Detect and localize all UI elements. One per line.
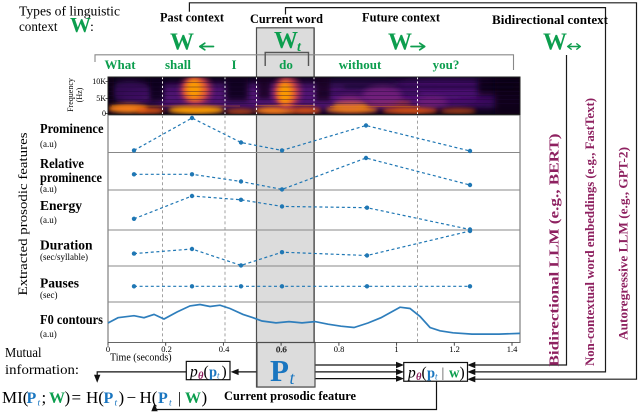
svg-text:t: t: [435, 372, 438, 382]
svg-text:Prominence: Prominence: [40, 121, 104, 136]
svg-text:0.2: 0.2: [161, 344, 172, 354]
svg-text:|: |: [442, 366, 445, 381]
svg-text:1.2: 1.2: [449, 344, 460, 354]
svg-text:p: p: [189, 364, 198, 381]
svg-text:(a.u): (a.u): [40, 184, 57, 194]
svg-text:What: What: [104, 57, 136, 72]
svg-text:Types of linguistic: Types of linguistic: [19, 5, 120, 20]
svg-text:Current word: Current word: [250, 11, 324, 26]
svg-text:F0 contours: F0 contours: [40, 312, 103, 327]
svg-text:1.4: 1.4: [507, 344, 518, 354]
svg-text:prominence: prominence: [40, 170, 102, 185]
svg-text:Relative: Relative: [40, 156, 84, 171]
svg-text:Current prosodic feature: Current prosodic feature: [224, 388, 356, 403]
svg-text:): ): [119, 388, 125, 407]
svg-text:Mutual: Mutual: [5, 346, 42, 361]
svg-text:W: W: [274, 28, 298, 54]
svg-text:t: t: [115, 399, 118, 409]
svg-text:;: ;: [42, 388, 47, 407]
svg-text:|: |: [178, 390, 181, 407]
svg-text:0.8: 0.8: [334, 344, 345, 354]
svg-text:P: P: [104, 390, 114, 407]
svg-text:Bidirectional context: Bidirectional context: [492, 12, 609, 27]
svg-text:p: p: [427, 366, 435, 382]
svg-text:): ): [65, 388, 71, 407]
svg-text:0.6: 0.6: [276, 345, 287, 355]
svg-text:t: t: [169, 399, 172, 409]
svg-text:information:: information:: [5, 363, 79, 378]
svg-text:p: p: [407, 365, 416, 382]
svg-text:Extracted prosodic features: Extracted prosodic features: [16, 132, 30, 295]
svg-text:shall: shall: [165, 57, 191, 72]
svg-text:(a.u): (a.u): [40, 139, 57, 149]
svg-text:W: W: [70, 13, 91, 37]
svg-text:Frequency: Frequency: [66, 78, 75, 112]
svg-text:Bidirectional LLM (e.g., BERT): Bidirectional LLM (e.g., BERT): [548, 133, 563, 366]
svg-text:(sec/syllable): (sec/syllable): [40, 252, 88, 262]
svg-text::: :: [90, 20, 94, 35]
svg-text:Pauses: Pauses: [40, 276, 79, 291]
svg-text:0.4: 0.4: [219, 344, 230, 354]
svg-text:): ): [202, 388, 208, 407]
svg-text:H(: H(: [140, 388, 158, 407]
svg-text:W: W: [170, 30, 194, 56]
svg-text:W: W: [543, 30, 567, 56]
svg-text:10K: 10K: [92, 77, 106, 86]
svg-text:0.6: 0.6: [276, 344, 287, 354]
svg-text:H(: H(: [86, 388, 104, 407]
svg-text:(: (: [204, 364, 209, 381]
svg-text:P: P: [270, 353, 289, 388]
svg-text:t: t: [297, 40, 302, 55]
svg-text:I: I: [231, 57, 236, 72]
svg-text:Past context: Past context: [160, 10, 225, 25]
svg-text:=: =: [72, 388, 82, 407]
svg-text:P: P: [27, 390, 37, 407]
svg-text:): ): [460, 365, 465, 382]
svg-text:−: −: [127, 388, 137, 407]
svg-text:(a.u): (a.u): [40, 215, 57, 225]
svg-text:): ): [222, 364, 227, 381]
svg-text:MI(: MI(: [2, 388, 29, 407]
svg-text:Time (seconds): Time (seconds): [110, 353, 172, 364]
svg-text:θ: θ: [198, 371, 204, 382]
svg-text:without: without: [339, 57, 382, 72]
svg-text:p: p: [209, 365, 217, 381]
svg-text:Future context: Future context: [362, 10, 441, 25]
svg-text:0: 0: [102, 109, 106, 118]
svg-text:Energy: Energy: [40, 198, 82, 213]
svg-text:w: w: [449, 366, 460, 382]
svg-text:0: 0: [106, 344, 110, 354]
svg-text:θ: θ: [416, 372, 422, 383]
svg-text:W: W: [49, 390, 65, 407]
svg-text:do: do: [279, 57, 293, 72]
svg-text:t: t: [38, 399, 41, 409]
svg-text:W: W: [185, 390, 201, 407]
svg-text:t: t: [217, 371, 220, 381]
svg-text:Non-contextual word embeddings: Non-contextual word embeddings (e.g., Fa…: [583, 98, 597, 366]
svg-text:(: (: [422, 365, 427, 382]
svg-text:context: context: [19, 20, 58, 35]
svg-text:(a.u): (a.u): [40, 329, 57, 339]
svg-text:P: P: [158, 390, 168, 407]
svg-text:you?: you?: [433, 57, 460, 72]
svg-text:(sec): (sec): [40, 290, 58, 300]
svg-text:(Hz): (Hz): [75, 87, 84, 102]
svg-text:t: t: [290, 368, 296, 388]
svg-text:Duration: Duration: [40, 238, 93, 253]
svg-text:W: W: [388, 30, 412, 56]
svg-text:5K: 5K: [96, 94, 106, 103]
svg-text:1: 1: [394, 344, 398, 354]
svg-text:Autoregressive LLM (e.g., GPT-: Autoregressive LLM (e.g., GPT-2): [617, 147, 631, 340]
